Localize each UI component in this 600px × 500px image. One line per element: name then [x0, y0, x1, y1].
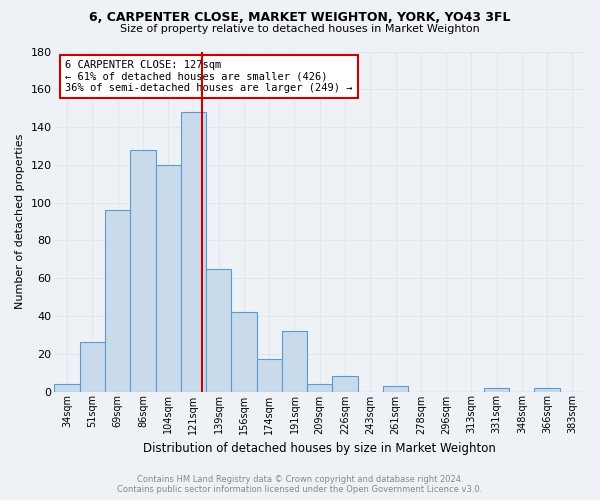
Bar — [232, 312, 257, 392]
Bar — [55, 384, 80, 392]
Bar — [282, 331, 307, 392]
Bar — [206, 268, 232, 392]
Bar — [257, 360, 282, 392]
Bar — [307, 384, 332, 392]
Bar — [383, 386, 408, 392]
Bar — [535, 388, 560, 392]
Text: Size of property relative to detached houses in Market Weighton: Size of property relative to detached ho… — [120, 24, 480, 34]
Y-axis label: Number of detached properties: Number of detached properties — [15, 134, 25, 309]
Bar — [105, 210, 130, 392]
Text: 6, CARPENTER CLOSE, MARKET WEIGHTON, YORK, YO43 3FL: 6, CARPENTER CLOSE, MARKET WEIGHTON, YOR… — [89, 11, 511, 24]
Bar — [484, 388, 509, 392]
Text: Contains HM Land Registry data © Crown copyright and database right 2024.
Contai: Contains HM Land Registry data © Crown c… — [118, 474, 482, 494]
Text: 6 CARPENTER CLOSE: 127sqm
← 61% of detached houses are smaller (426)
36% of semi: 6 CARPENTER CLOSE: 127sqm ← 61% of detac… — [65, 60, 353, 93]
Bar — [130, 150, 155, 392]
X-axis label: Distribution of detached houses by size in Market Weighton: Distribution of detached houses by size … — [143, 442, 496, 455]
Bar — [80, 342, 105, 392]
Bar — [332, 376, 358, 392]
Bar — [181, 112, 206, 392]
Bar — [155, 165, 181, 392]
